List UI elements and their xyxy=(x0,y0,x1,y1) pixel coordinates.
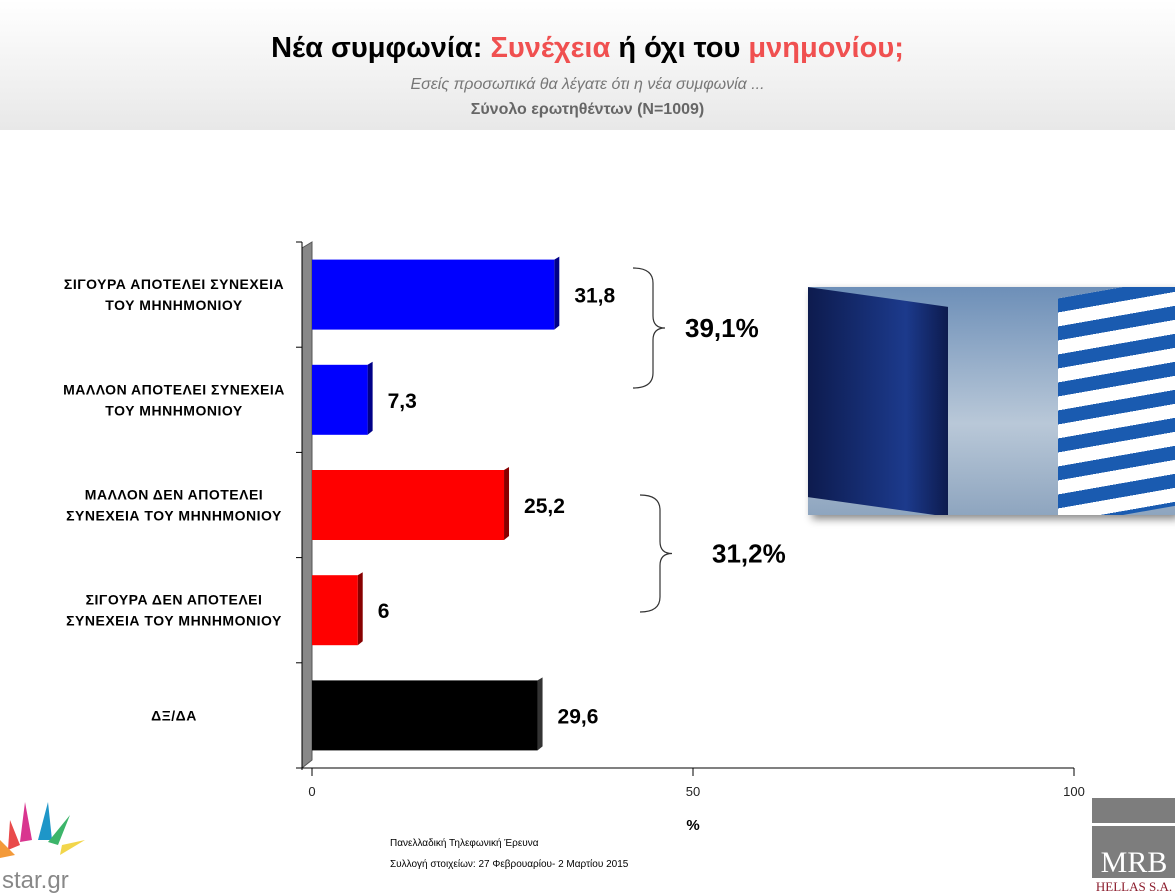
category-label: ΣΥΝΕΧΕΙΑ ΤΟΥ ΜΗΝΗΜΟΝΙΟΥ xyxy=(66,508,282,524)
data-label: 25,2 xyxy=(524,495,565,518)
category-label: ΜΑΛΛΟΝ ΑΠΟΤΕΛΕΙ ΣΥΝΕΧΕΙΑ xyxy=(63,381,285,397)
category-label: ΜΑΛΛΟΝ ΔΕΝ ΑΠΟΤΕΛΕΙ xyxy=(85,487,263,503)
group-brace xyxy=(632,267,666,389)
bar-side xyxy=(537,677,543,751)
star-gr-logo: star.gr xyxy=(0,802,85,894)
bar xyxy=(312,575,358,646)
title-part: Νέα συμφωνία: xyxy=(271,32,491,64)
mrb-logo: MRB HELLAS S.A. xyxy=(1092,798,1175,894)
survey-note: Πανελλαδική Τηλεφωνική Έρευνα xyxy=(390,838,539,849)
dates-note: Συλλογή στοιχείων: 27 Φεβρουαρίου- 2 Μαρ… xyxy=(390,859,629,870)
data-label: 31,8 xyxy=(574,285,615,308)
category-label: ΔΞ/ΔΑ xyxy=(151,707,197,723)
mrb-logo-sub: HELLAS S.A. xyxy=(1096,879,1172,894)
data-label: 7,3 xyxy=(388,390,417,413)
x-axis-label: % xyxy=(686,817,699,834)
x-tick-label: 100 xyxy=(1063,784,1085,799)
group-total-label: 31,2% xyxy=(712,539,786,569)
header: Νέα συμφωνία: Συνέχεια ή όχι του μνημονί… xyxy=(0,0,1175,130)
star-logo-text: star.gr xyxy=(2,867,69,894)
subtitle: Εσείς προσωπικά θα λέγατε ότι η νέα συμφ… xyxy=(410,76,765,93)
category-label: ΣΙΓΟΥΡΑ ΑΠΟΤΕΛΕΙ ΣΥΝΕΧΕΙΑ xyxy=(64,276,284,292)
group-brace xyxy=(639,494,673,613)
bar-side xyxy=(357,572,363,646)
mrb-logo-text: MRB xyxy=(1101,846,1168,879)
eu-greece-flags-photo xyxy=(808,287,1175,515)
title-part: ή όχι του xyxy=(610,32,749,64)
category-label: ΤΟΥ ΜΗΝΗΜΟΝΙΟΥ xyxy=(105,402,243,418)
bar xyxy=(312,259,555,330)
bar xyxy=(312,364,368,435)
sample-base: Σύνολο ερωτηθέντων (N=1009) xyxy=(470,101,705,118)
bar-side xyxy=(504,467,510,540)
category-label: ΤΟΥ ΜΗΝΗΜΟΝΙΟΥ xyxy=(105,297,243,313)
bar xyxy=(312,680,538,751)
category-label: ΣΥΝΕΧΕΙΑ ΤΟΥ ΜΗΝΗΜΟΝΙΟΥ xyxy=(66,613,282,629)
group-total-label: 39,1% xyxy=(685,313,759,343)
x-tick-label: 0 xyxy=(308,784,315,799)
data-label: 29,6 xyxy=(558,705,599,728)
title-highlight: Συνέχεια xyxy=(490,32,611,64)
bar xyxy=(312,470,505,540)
x-tick-label: 50 xyxy=(686,784,700,799)
category-label: ΣΙΓΟΥΡΑ ΔΕΝ ΑΠΟΤΕΛΕΙ xyxy=(86,592,263,608)
chart-wall xyxy=(301,241,313,770)
title-highlight: μνημονίου; xyxy=(748,32,904,64)
data-label: 6 xyxy=(378,600,390,623)
bar-side xyxy=(367,361,373,435)
bar-side xyxy=(554,256,560,330)
page-title: Νέα συμφωνία: Συνέχεια ή όχι του μνημονί… xyxy=(0,32,1175,65)
